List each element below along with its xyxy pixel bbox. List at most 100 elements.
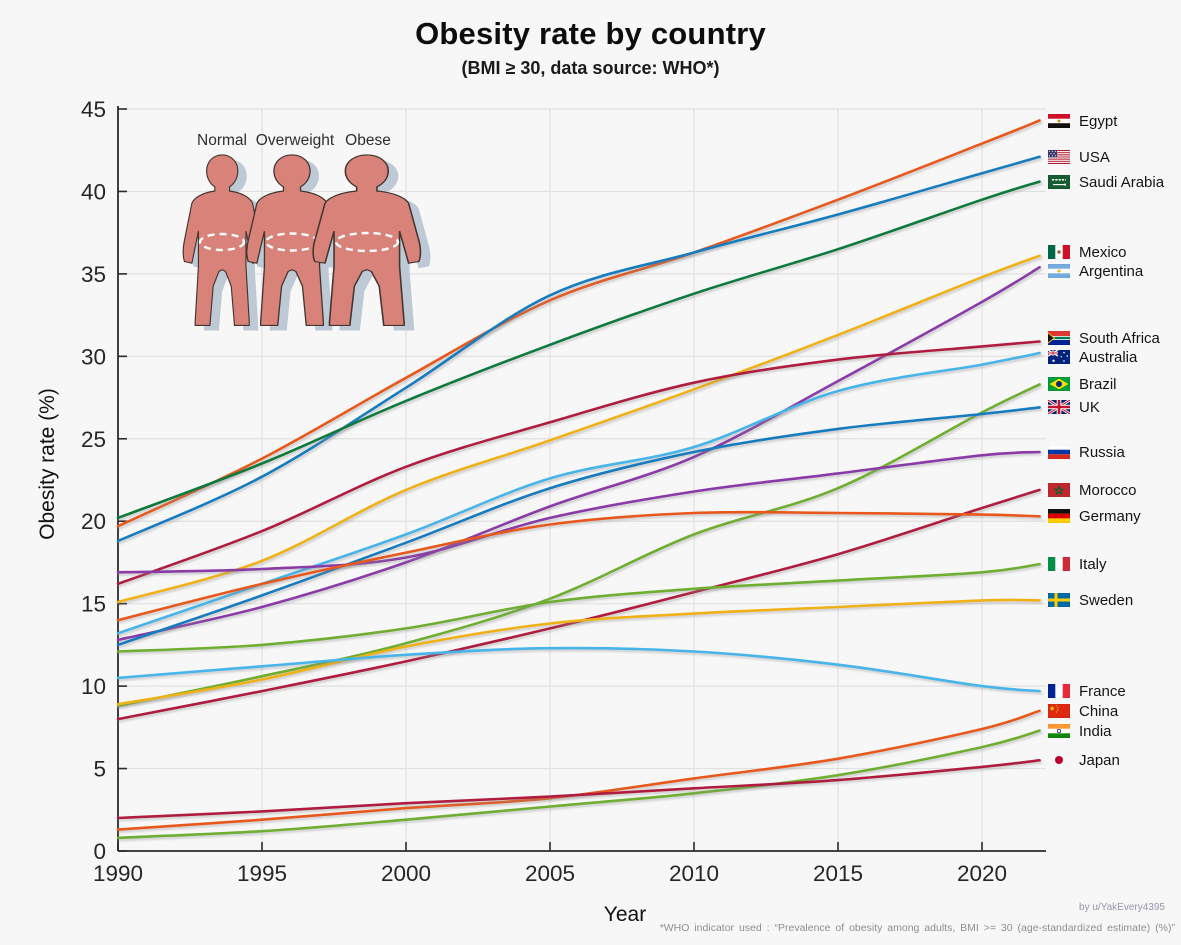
axes [117,106,1046,852]
y-tick-label: 0 [93,839,106,864]
flag-egypt-icon [1048,114,1070,128]
series-line-germany [116,510,1041,622]
body-figure-normal [182,154,271,331]
series-line-south-africa [116,340,1041,586]
legend-country-label: Italy [1079,555,1107,573]
x-tick-label: 2020 [957,861,1007,886]
legend-item-germany: Germany [1048,507,1141,525]
flag-australia-icon [1048,350,1070,364]
flag-brazil-icon [1048,377,1070,391]
waistline-normal [198,232,246,252]
series-line-russia [116,450,1041,574]
x-tick-label: 2000 [381,861,431,886]
legend-country-label: France [1079,682,1126,700]
legend-country-label: Argentina [1079,262,1144,280]
series-line-france [116,646,1041,693]
flag-russia-icon [1048,445,1070,459]
x-tick-label: 2005 [525,861,575,886]
flag-mexico-icon [1048,245,1070,259]
legend-country-label: Sweden [1079,591,1134,609]
flag-india-icon [1048,724,1070,738]
legend-country-label: China [1079,702,1119,720]
legend-item-russia: Russia [1048,443,1125,461]
flag-italy-icon [1048,557,1070,571]
flag-south-africa-icon [1048,331,1070,345]
series-line-egypt [116,119,1041,528]
legend-item-france: France [1048,682,1126,700]
credit-text: by u/YakEvery4395 [1079,902,1165,913]
y-tick-label: 25 [81,427,106,452]
x-tick-label: 1995 [237,861,287,886]
series-lines [116,119,1041,840]
series-line-saudi-arabia [116,180,1041,520]
series-line-italy [116,562,1041,653]
flag-usa-icon [1048,150,1070,164]
legend-country-label: India [1079,722,1112,740]
inset-label-obese: Obese [345,132,391,149]
x-tick-label: 2015 [813,861,863,886]
legend-item-china: China [1048,702,1118,720]
legend-item-usa: USA [1048,148,1110,166]
legend-item-australia: Australia [1048,348,1137,366]
series-line-usa [116,155,1041,543]
flag-germany-icon [1048,509,1070,523]
legend-item-uk: UK [1048,398,1100,416]
series-line-india [116,729,1041,840]
flag-china-icon [1048,704,1070,718]
chart-subtitle: (BMI ≥ 30, data source: WHO*) [461,58,720,78]
legend-country-label: South Africa [1079,329,1160,347]
legend-country-label: Saudi Arabia [1079,173,1165,191]
legend-country-label: UK [1079,398,1100,416]
flag-france-icon [1048,684,1070,698]
legend-item-morocco: Morocco [1048,481,1137,499]
legend-country-label: Germany [1079,507,1141,525]
inset-label-overweight: Overweight [256,132,335,149]
series-line-uk [116,406,1041,647]
legend-country-label: Japan [1079,751,1120,769]
legend-country-label: Mexico [1079,243,1127,261]
legend-country-label: USA [1079,148,1110,166]
legend-country-label: Australia [1079,348,1138,366]
legend-country-label: Brazil [1079,375,1117,393]
flag-uk-icon [1048,400,1070,414]
y-tick-label: 20 [81,509,106,534]
legend-item-india: India [1048,722,1112,740]
legend-item-mexico: Mexico [1048,243,1127,261]
legend-country-label: Egypt [1079,112,1118,130]
y-tick-label: 35 [81,262,106,287]
legend-item-japan: Japan [1048,751,1120,769]
legend-item-sweden: Sweden [1048,591,1133,609]
legend-item-italy: Italy [1048,555,1107,573]
tick-labels: 0 5 10 15 20 25 30 35 40 45 1990 1995 2000 2005 2010 20… [81,97,1007,886]
legend-country-label: Russia [1079,443,1125,461]
flag-japan-icon [1048,753,1070,767]
legend-item-argentina: Argentina [1048,262,1143,280]
flag-saudi-arabia-icon [1048,175,1070,189]
chart-title: Obesity rate by country [415,16,766,51]
waistline-obese [334,231,400,253]
y-tick-label: 5 [93,757,106,782]
legend-country-label: Morocco [1079,481,1137,499]
body-figure-obese [312,154,431,331]
series-line-brazil [116,383,1041,708]
series-line-sweden [116,598,1041,706]
footnote-text: *WHO indicator used : “Prevalence of obe… [659,922,1175,934]
y-tick-label: 45 [81,97,106,122]
y-tick-label: 15 [81,592,106,617]
flag-morocco-icon [1048,483,1070,497]
y-tick-label: 30 [81,344,106,369]
series-line-japan [116,759,1041,820]
flag-sweden-icon [1048,593,1070,607]
series-line-morocco [116,488,1041,721]
y-tick-label: 40 [81,179,106,204]
x-axis-label: Year [603,903,647,926]
legend-item-south-africa: South Africa [1048,329,1160,347]
x-tick-label: 2010 [669,861,719,886]
x-tick-label: 1990 [93,861,143,886]
flag-argentina-icon [1048,264,1070,278]
series-line-mexico [116,254,1041,604]
legend-item-egypt: Egypt [1048,112,1117,130]
legend-item-saudi-arabia: Saudi Arabia [1048,173,1164,191]
